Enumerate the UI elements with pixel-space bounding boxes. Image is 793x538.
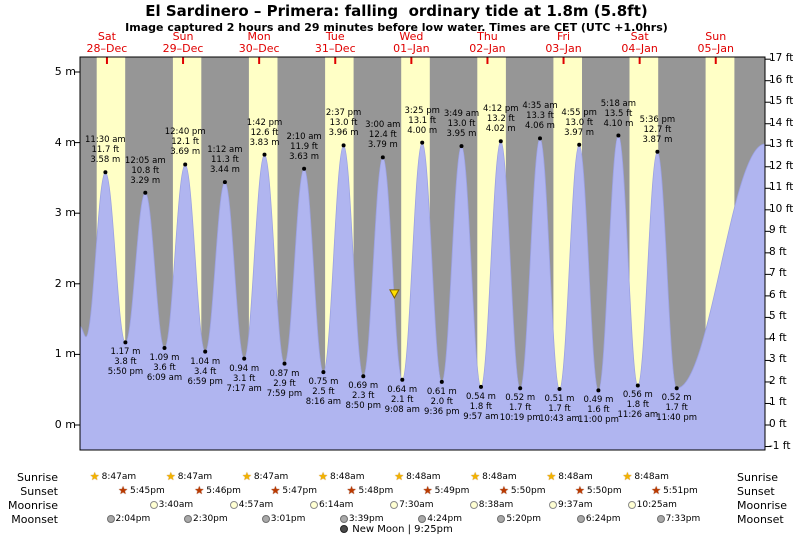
tide-point-dot [420, 140, 425, 145]
new-moon-label: New Moon | 9:25pm [0, 524, 793, 535]
tide-point-dot [203, 349, 208, 354]
plot-border [79, 56, 766, 451]
tide-point-dot [498, 139, 503, 144]
tide-point-dot [616, 133, 621, 138]
tide-point-dot [162, 346, 167, 350]
tide-point-dot [183, 162, 188, 167]
tide-point-dot [518, 386, 523, 391]
tide-point-dot [557, 387, 562, 391]
page-subtitle: Image captured 2 hours and 29 minutes be… [125, 21, 668, 34]
tide-point-dot [596, 388, 601, 393]
tide-point-dot [479, 384, 483, 389]
tide-point-dot [361, 374, 366, 379]
tide-point-dot [577, 142, 582, 147]
tide-point-dot [222, 180, 227, 185]
tide-point-dot [262, 152, 267, 157]
tide-curve [79, 135, 766, 451]
new-moon-icon [340, 525, 349, 533]
tide-point-dot [143, 190, 148, 195]
tide-point-dot [674, 386, 679, 391]
tide-point-dot [103, 170, 108, 175]
tide-point-dot [400, 377, 405, 382]
tide-point-dot [321, 370, 326, 375]
tide-point-dot [302, 166, 307, 171]
tide-point-dot [655, 149, 660, 154]
tide-point-dot [459, 144, 464, 149]
page-title: El Sardinero – Primera: falling ordinary… [145, 2, 648, 20]
tide-point-dot [123, 340, 128, 345]
tide-point-dot [439, 379, 444, 384]
tide-point-dot [380, 155, 385, 160]
tide-point-dot [635, 383, 640, 388]
current-tide-marker [389, 289, 400, 299]
tide-point-dot [341, 143, 346, 148]
new-moon-text: New Moon | 9:25pm [352, 524, 453, 535]
tide-point-dot [242, 356, 247, 361]
tide-point-dot [538, 136, 542, 141]
tide-point-dot [282, 361, 287, 366]
